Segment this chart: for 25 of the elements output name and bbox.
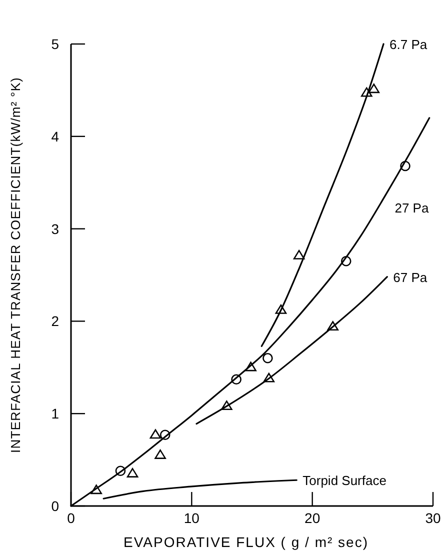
y-tick-label: 0 [51,498,60,514]
x-axis-title: EVAPORATIVE FLUX ( g / m² sec) [124,534,368,550]
y-tick-label: 2 [51,313,60,330]
point [154,450,166,459]
series-label: 6.7 Pa [390,37,428,52]
line-series [260,43,384,347]
x-tick-label: 30 [425,510,441,526]
point [150,429,162,439]
point [262,353,273,364]
x-tick-label: 0 [67,510,76,526]
point [368,84,380,94]
x-tick-label: 10 [184,510,200,526]
series-label: 67 Pa [393,270,428,285]
y-tick-label: 5 [51,36,60,52]
line-series [102,479,298,500]
x-tick-label: 20 [304,510,320,526]
point [126,468,138,478]
line-series [196,276,388,425]
y-tick-label: 3 [51,220,60,237]
point [293,250,305,260]
y-tick-label: 1 [51,406,60,422]
y-tick-label: 4 [51,128,60,144]
series-label: Torpid Surface [302,473,386,488]
y-axis-title: INTERFACIAL HEAT TRANSFER COEFFICIENT(kW/m² °K) [8,77,23,453]
series-label: 27 Pa [394,200,430,216]
